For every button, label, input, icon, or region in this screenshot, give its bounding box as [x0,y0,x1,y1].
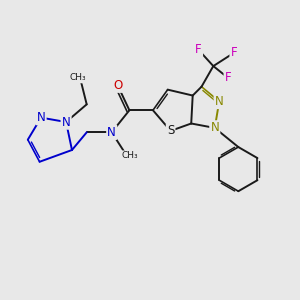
Text: N: N [107,126,116,139]
Text: F: F [231,46,237,59]
Text: F: F [225,71,231,84]
Text: N: N [62,116,70,128]
Text: F: F [195,44,202,56]
Text: N: N [37,111,45,124]
Text: S: S [167,124,174,137]
Text: N: N [215,95,224,108]
Text: CH₃: CH₃ [70,74,86,82]
Text: N: N [210,122,219,134]
Text: O: O [113,79,122,92]
Text: CH₃: CH₃ [121,152,138,160]
